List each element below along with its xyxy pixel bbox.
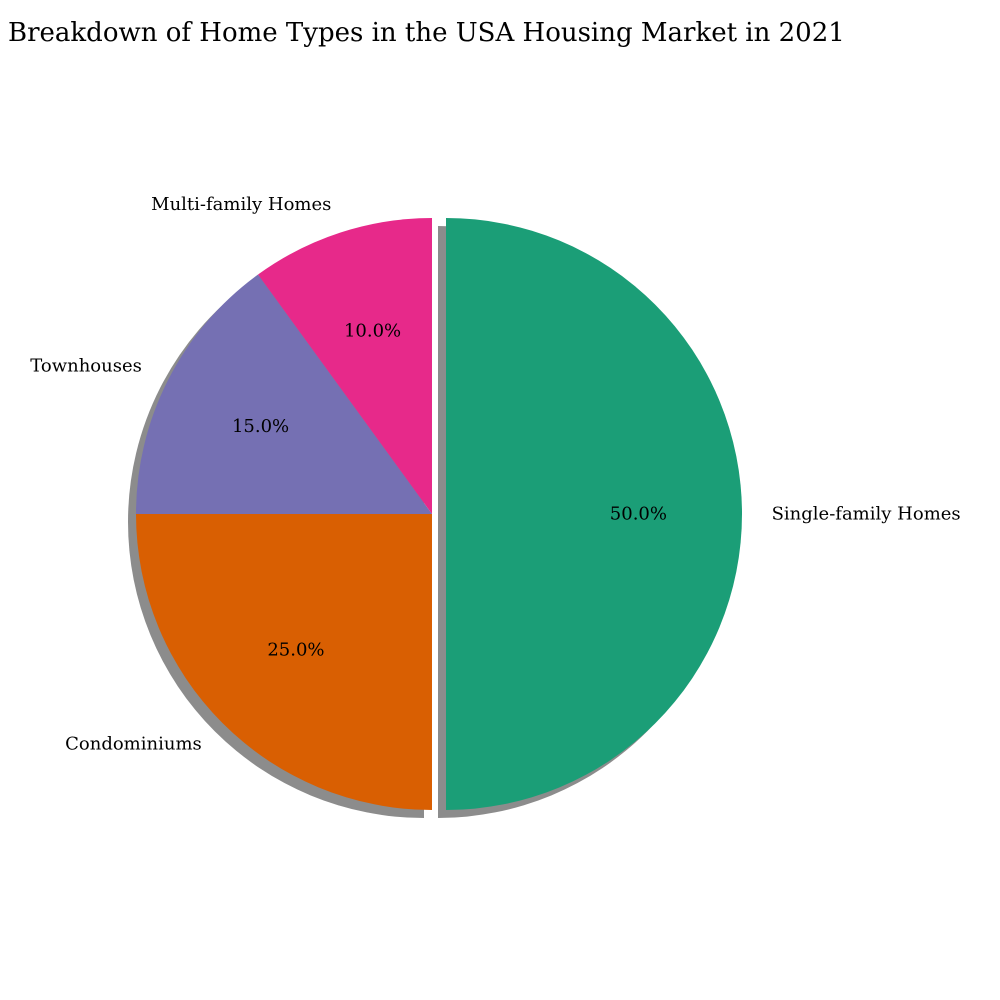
pie-slice-townhouses <box>136 274 432 514</box>
slice-labels: Single-family Homes Condominiums Townhouse… <box>30 194 960 755</box>
pie-slice-multi-family-homes <box>258 218 432 514</box>
percent-label-multi-family-homes: 10.0% <box>344 321 401 342</box>
slice-label-single-family-homes: Single-family Homes <box>772 504 961 525</box>
slices <box>136 218 742 810</box>
pie-slice-condominiums <box>136 514 432 810</box>
slice-label-condominiums: Condominiums <box>65 734 202 755</box>
percent-label-townhouses: 15.0% <box>232 416 289 437</box>
slice-label-multi-family-homes: Multi-family Homes <box>151 194 331 215</box>
percent-label-condominiums: 25.0% <box>267 640 324 661</box>
percent-label-single-family-homes: 50.0% <box>610 504 667 525</box>
percent-labels: 50.0% 25.0% 15.0% 10.0% <box>232 321 667 661</box>
chart-title: Breakdown of Home Types in the USA Housi… <box>8 18 845 48</box>
pie-slice-single-family-homes <box>446 218 742 810</box>
slice-label-townhouses: Townhouses <box>30 356 142 377</box>
